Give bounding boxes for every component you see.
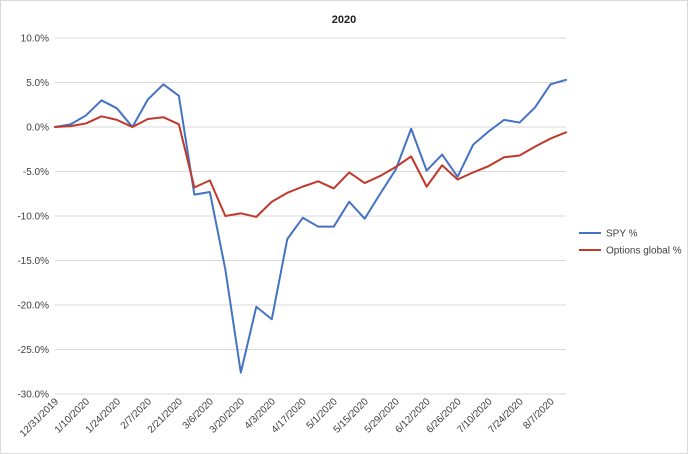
y-tick-label: -30.0% [17, 390, 49, 401]
x-tick-label: 12/31/2019 [18, 396, 61, 439]
series-line-options-global [54, 115, 567, 218]
legend-label-options-global: Options global % [606, 246, 682, 257]
y-axis: 10.0% 5.0% 0.0% -5.0% -10.0% -15.0% -20.0% -25.… [17, 34, 49, 401]
chart-title: 2020 [332, 14, 356, 26]
gridlines [55, 37, 566, 395]
y-tick-label: 10.0% [21, 34, 49, 45]
x-tick-label: 8/7/2020 [521, 396, 557, 432]
y-tick-label: -10.0% [17, 212, 49, 223]
x-axis: 12/31/20191/10/20201/24/20202/7/20202/21… [18, 396, 557, 439]
series-lines [54, 78, 567, 374]
y-tick-label: -15.0% [17, 256, 49, 267]
legend: SPY % Options global % [579, 229, 682, 257]
y-tick-label: 5.0% [26, 78, 49, 89]
y-tick-label: -25.0% [17, 345, 49, 356]
y-tick-label: 0.0% [26, 123, 49, 134]
legend-label-spy: SPY % [606, 229, 638, 240]
series-line-spy [54, 78, 567, 374]
y-tick-label: -20.0% [17, 301, 49, 312]
y-tick-label: -5.0% [23, 167, 49, 178]
